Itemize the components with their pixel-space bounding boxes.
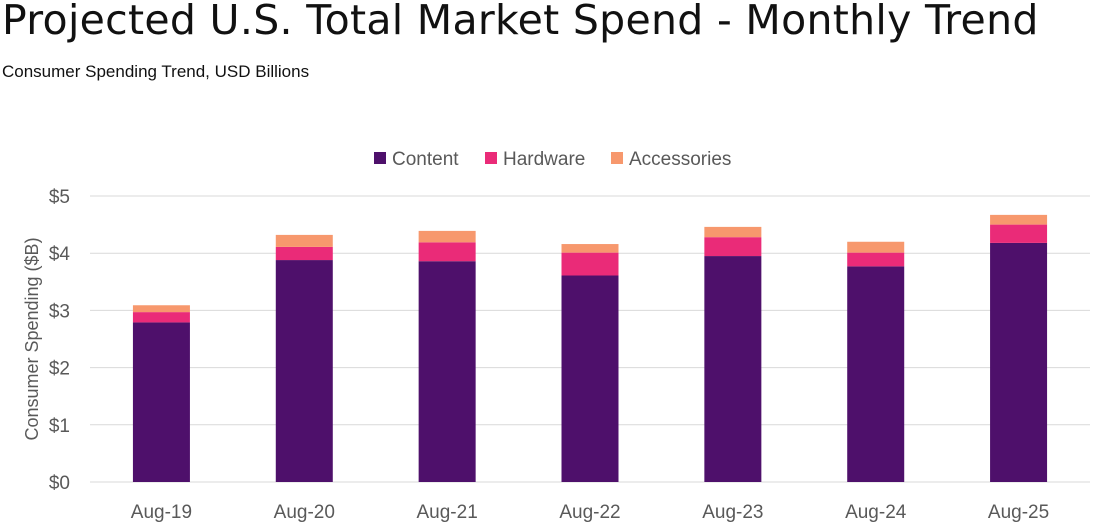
x-tick-label: Aug-22: [559, 502, 620, 523]
bar-accessories-aug-21: [418, 230, 476, 243]
bar-accessories-aug-24: [847, 241, 905, 253]
y-tick-label: $4: [49, 244, 71, 265]
bar-accessories-aug-19: [132, 305, 190, 313]
legend-swatch-hardware: [485, 152, 497, 164]
bar-content-aug-22: [561, 275, 619, 482]
bar-accessories-aug-20: [275, 234, 333, 247]
chart-subtitle: Consumer Spending Trend, USD Billions: [2, 62, 310, 81]
x-tick-label: Aug-23: [702, 502, 763, 523]
bar-content-aug-20: [275, 260, 333, 482]
bar-accessories-aug-23: [704, 226, 762, 238]
y-tick-label: $2: [49, 359, 70, 380]
bar-hardware-aug-19: [132, 312, 190, 323]
legend-label-content: Content: [392, 149, 459, 170]
bar-hardware-aug-22: [561, 252, 619, 276]
chart-title: Projected U.S. Total Market Spend - Mont…: [2, 0, 1039, 44]
bar-content-aug-19: [132, 322, 190, 482]
bar-content-aug-24: [847, 266, 905, 482]
bar-hardware-aug-24: [847, 252, 905, 267]
x-tick-label: Aug-24: [845, 502, 907, 523]
bar-content-aug-21: [418, 261, 476, 482]
x-tick-label: Aug-21: [417, 502, 478, 523]
bar-hardware-aug-23: [704, 237, 762, 257]
legend-swatch-content: [374, 152, 386, 164]
y-tick-label: $5: [49, 187, 70, 208]
y-tick-label: $1: [49, 416, 70, 437]
bar-hardware-aug-25: [990, 224, 1048, 243]
legend-label-accessories: Accessories: [629, 149, 731, 170]
y-tick-label: $3: [49, 301, 70, 322]
bar-content-aug-23: [704, 256, 762, 482]
x-tick-label: Aug-25: [988, 502, 1049, 523]
x-tick-label: Aug-20: [274, 502, 335, 523]
legend-swatch-accessories: [611, 152, 623, 164]
x-tick-label: Aug-19: [131, 502, 192, 523]
bar-content-aug-25: [990, 242, 1048, 482]
bar-accessories-aug-22: [561, 244, 619, 253]
y-axis-label: Consumer Spending ($B): [22, 237, 42, 440]
bar-hardware-aug-20: [275, 246, 333, 261]
bar-hardware-aug-21: [418, 242, 476, 262]
bar-accessories-aug-25: [990, 214, 1048, 225]
y-tick-label: $0: [49, 473, 70, 494]
legend-label-hardware: Hardware: [503, 149, 585, 170]
